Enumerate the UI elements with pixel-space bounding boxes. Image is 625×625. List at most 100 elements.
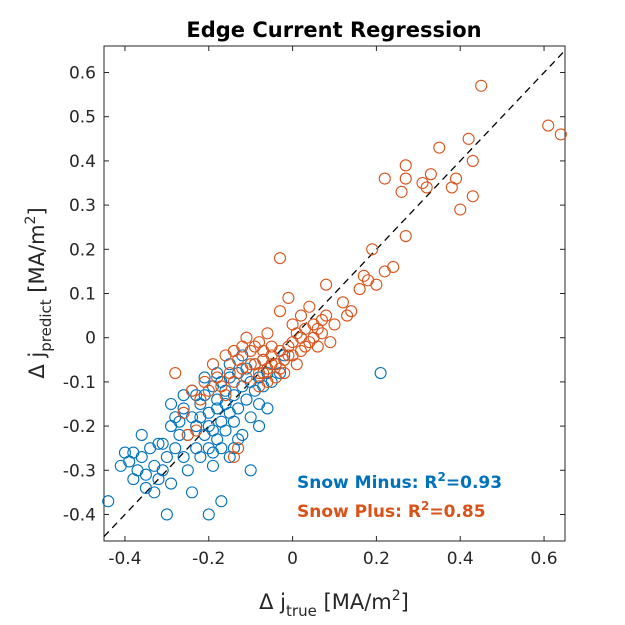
data-point	[198, 371, 211, 384]
data-point	[244, 411, 257, 424]
data-point	[202, 508, 215, 521]
data-point	[236, 428, 249, 441]
data-point	[206, 459, 220, 472]
data-point	[139, 468, 152, 481]
data-point	[361, 274, 375, 287]
reference-line-y-equals-x	[103, 49, 566, 538]
data-point	[328, 318, 341, 331]
data-point	[449, 172, 463, 185]
data-point	[336, 296, 349, 309]
data-point	[265, 375, 278, 388]
x-axis-label: Δ jtrue [MA/m2]	[259, 588, 409, 620]
y-tick-label: 0.3	[69, 196, 96, 216]
data-point	[253, 380, 266, 393]
data-point	[152, 437, 165, 450]
x-tick-label: 0.4	[447, 549, 474, 569]
data-point	[190, 424, 203, 437]
y-tick-label: -0.3	[63, 461, 96, 481]
data-point	[286, 318, 299, 331]
data-point	[315, 327, 328, 340]
legend-entry-snow-plus: Snow Plus: R2=0.85	[297, 499, 486, 522]
data-point	[395, 185, 408, 198]
data-point	[177, 450, 190, 464]
legend-label: Snow Minus	[297, 473, 412, 493]
y-tick-label: 0.6	[69, 64, 96, 84]
plot-area	[103, 45, 566, 542]
data-point	[374, 367, 387, 380]
legend-label: Snow Plus	[297, 502, 395, 522]
data-point	[165, 477, 178, 490]
data-point	[215, 495, 228, 508]
data-point	[227, 442, 240, 455]
data-point	[185, 384, 199, 397]
data-point	[232, 442, 245, 455]
data-point	[353, 283, 366, 296]
tick-labels: -0.4 -0.2 0 0.2 0.4 0.6 -0.4 -0.3 -0.2 -0.1 0 0.1 0.…	[63, 64, 558, 569]
legend-entry-snow-minus: Snow Minus: R2=0.93	[297, 470, 502, 493]
data-point	[223, 367, 236, 380]
axis-ticks	[104, 46, 565, 541]
data-point	[169, 442, 182, 455]
data-point	[244, 358, 257, 371]
data-point	[169, 367, 182, 380]
data-point	[273, 305, 287, 318]
data-point	[202, 420, 215, 433]
y-tick-label: 0	[85, 329, 96, 349]
data-point	[265, 358, 278, 371]
data-point	[420, 181, 433, 194]
data-point	[341, 309, 354, 322]
data-point	[173, 428, 186, 441]
y-tick-label: -0.4	[63, 505, 96, 525]
chart-title: Edge Current Regression	[186, 18, 481, 42]
x-tick-label: -0.4	[108, 549, 141, 569]
data-points	[102, 79, 567, 521]
y-tick-label: 0.5	[69, 108, 96, 128]
data-point	[345, 305, 358, 318]
data-point	[127, 446, 140, 459]
data-point	[248, 340, 261, 353]
data-point	[219, 389, 232, 402]
data-point	[399, 229, 412, 243]
data-point	[253, 420, 266, 433]
y-tick-label: -0.2	[63, 417, 96, 437]
data-point	[160, 450, 173, 464]
data-point	[399, 172, 412, 185]
data-point	[282, 291, 295, 304]
data-point	[198, 389, 211, 402]
data-point	[303, 300, 316, 313]
y-tick-label: -0.1	[63, 373, 96, 393]
data-point	[211, 371, 224, 384]
data-point	[399, 159, 412, 172]
data-point	[294, 309, 308, 322]
data-point	[320, 309, 333, 322]
legend-r2-value: 0.93	[460, 473, 502, 493]
data-point	[219, 424, 232, 437]
legend: Snow Minus: R2=0.93 Snow Plus: R2=0.85	[297, 470, 502, 522]
data-point	[160, 508, 173, 521]
data-point	[433, 141, 446, 154]
x-tick-label: -0.2	[192, 549, 225, 569]
y-axis-label: Δ jpredict [MA/m2]	[23, 207, 55, 378]
data-point	[320, 278, 333, 291]
series-snow-plus	[169, 79, 567, 464]
data-point	[156, 464, 169, 477]
data-point	[261, 402, 274, 415]
data-point	[475, 79, 488, 92]
data-point	[248, 358, 261, 371]
data-point	[135, 428, 148, 441]
data-point	[273, 252, 287, 265]
data-point	[227, 389, 240, 402]
y-tick-label: 0.1	[69, 285, 96, 305]
data-point	[366, 243, 379, 256]
data-point	[227, 344, 240, 358]
data-point	[194, 450, 207, 464]
x-tick-label: 0.2	[363, 549, 390, 569]
data-point	[177, 402, 190, 415]
data-point	[416, 176, 429, 190]
data-point	[244, 464, 257, 477]
data-point	[190, 389, 203, 402]
data-point	[542, 119, 555, 132]
data-point	[387, 260, 400, 274]
data-point	[198, 375, 211, 388]
